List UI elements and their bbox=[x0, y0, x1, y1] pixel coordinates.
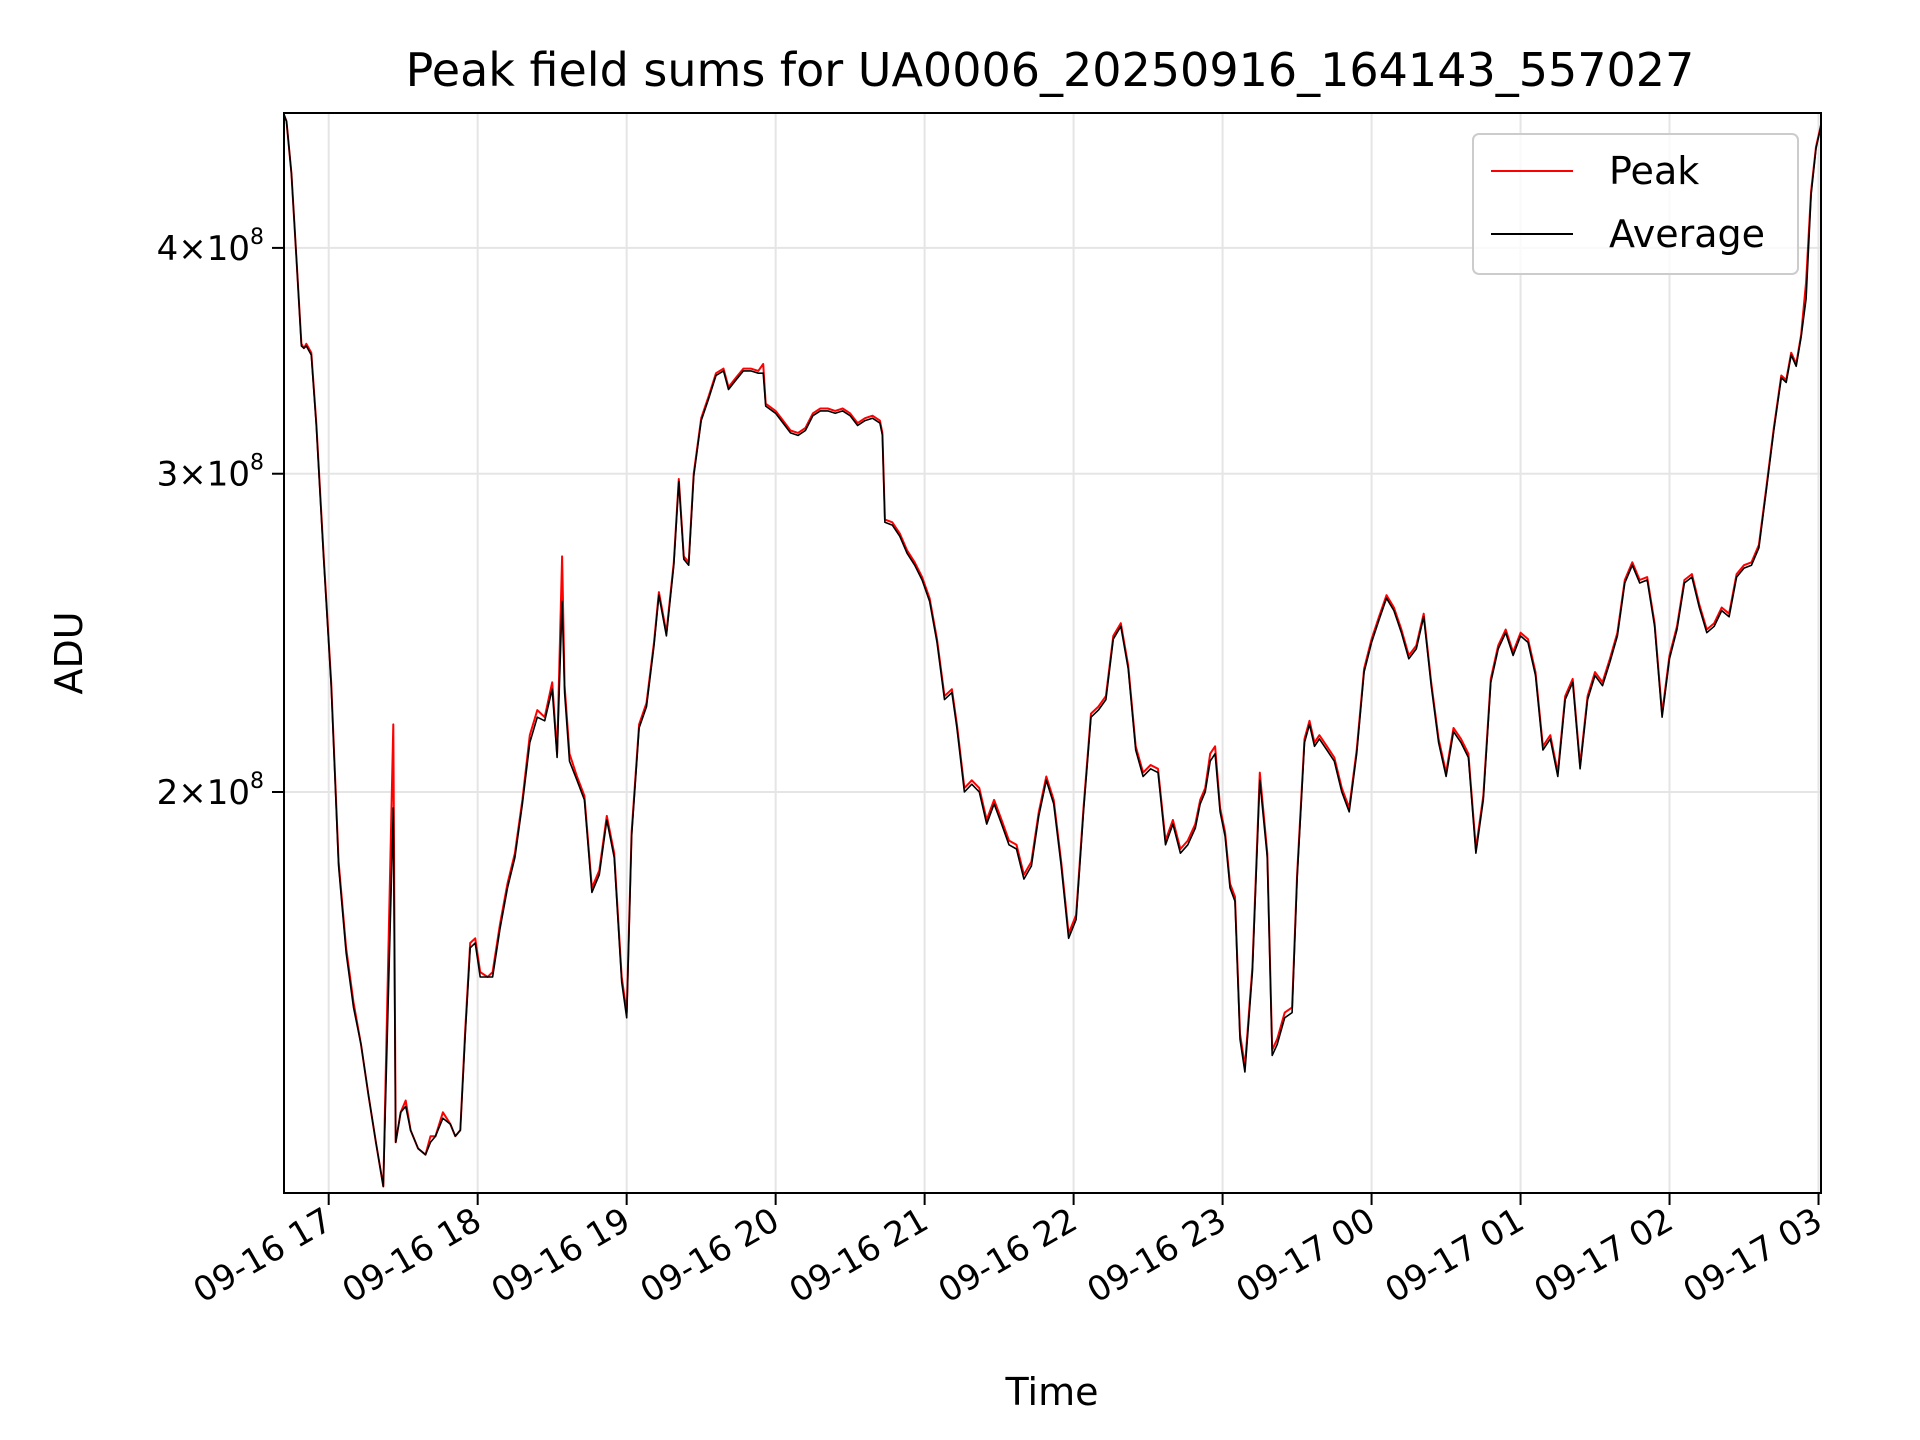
legend-box bbox=[1472, 133, 1799, 275]
legend: Peak Average bbox=[1472, 133, 1799, 275]
chart-title: Peak field sums for UA0006_20250916_1641… bbox=[406, 43, 1695, 97]
axes-frame bbox=[283, 112, 1822, 1194]
series-line-average bbox=[283, 114, 1822, 1188]
y-tick-label: 3×108 bbox=[157, 451, 264, 495]
y-axis-label: ADU bbox=[47, 611, 91, 694]
legend-label: Peak bbox=[1609, 149, 1699, 193]
y-tick-label: 2×108 bbox=[157, 769, 264, 813]
legend-label: Average bbox=[1609, 212, 1765, 256]
y-axis: 2×108 3×108 4×108 bbox=[157, 225, 284, 813]
plot-area bbox=[283, 114, 1822, 1188]
y-tick-label: 4×108 bbox=[157, 225, 264, 269]
x-axis-label: Time bbox=[1005, 1370, 1099, 1414]
